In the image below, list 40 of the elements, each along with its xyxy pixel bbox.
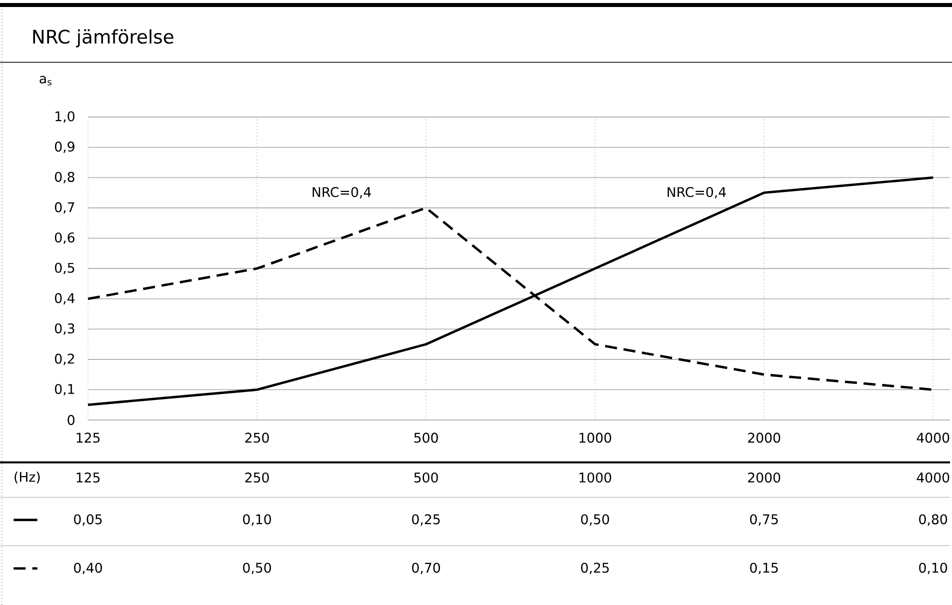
x-tick-label: 250 xyxy=(245,432,269,443)
y-axis-title: a$_{s}$ xyxy=(40,76,52,86)
chart-title: NRC jämförelse xyxy=(33,29,174,48)
category-label: 4000 xyxy=(916,472,950,483)
category-label: 250 xyxy=(245,472,269,483)
annotation: NRC=0,4 xyxy=(668,187,726,198)
x-tick-label: 4000 xyxy=(916,432,950,443)
y-tick-label: 0,2 xyxy=(54,354,74,366)
y-tick-label: 0,8 xyxy=(54,172,74,184)
y-tick-label: 0,5 xyxy=(54,262,74,274)
y-tick-label: 0,3 xyxy=(54,323,74,335)
y-tick-label: 1,0 xyxy=(56,111,74,123)
y-tick-label: 0,1 xyxy=(54,384,74,396)
data-label: 0,10 xyxy=(919,562,948,574)
y-tick-label: 0,6 xyxy=(54,232,74,244)
category-label: 125 xyxy=(76,472,100,483)
data-label: 0,40 xyxy=(74,562,102,574)
x-tick-label: 1000 xyxy=(580,432,612,443)
x-tick-label: 125 xyxy=(76,432,100,443)
data-label: 0,15 xyxy=(750,562,778,574)
data-label: 0,25 xyxy=(412,514,440,526)
data-label: 0,05 xyxy=(74,514,102,526)
y-tick-label: 0,9 xyxy=(54,142,74,154)
data-label: 0,75 xyxy=(750,514,778,526)
data-label: 0,25 xyxy=(581,562,609,574)
data-label: 0,50 xyxy=(243,562,271,574)
annotation: NRC=0,4 xyxy=(312,187,371,198)
x-axis-title: (Hz) xyxy=(14,472,40,484)
category-label: 500 xyxy=(414,472,438,483)
x-tick-label: 500 xyxy=(414,432,438,443)
category-label: 2000 xyxy=(748,472,780,483)
data-label: 0,50 xyxy=(581,514,610,526)
y-tick-label: 0 xyxy=(68,414,74,426)
x-tick-label: 2000 xyxy=(748,432,780,443)
category-label: 1000 xyxy=(580,472,612,483)
y-tick-label: 0,4 xyxy=(54,293,75,305)
data-label: 0,10 xyxy=(243,514,271,526)
y-tick-label: 0,7 xyxy=(54,202,74,214)
data-label: 0,70 xyxy=(412,562,440,574)
data-label: 0,80 xyxy=(919,514,948,526)
